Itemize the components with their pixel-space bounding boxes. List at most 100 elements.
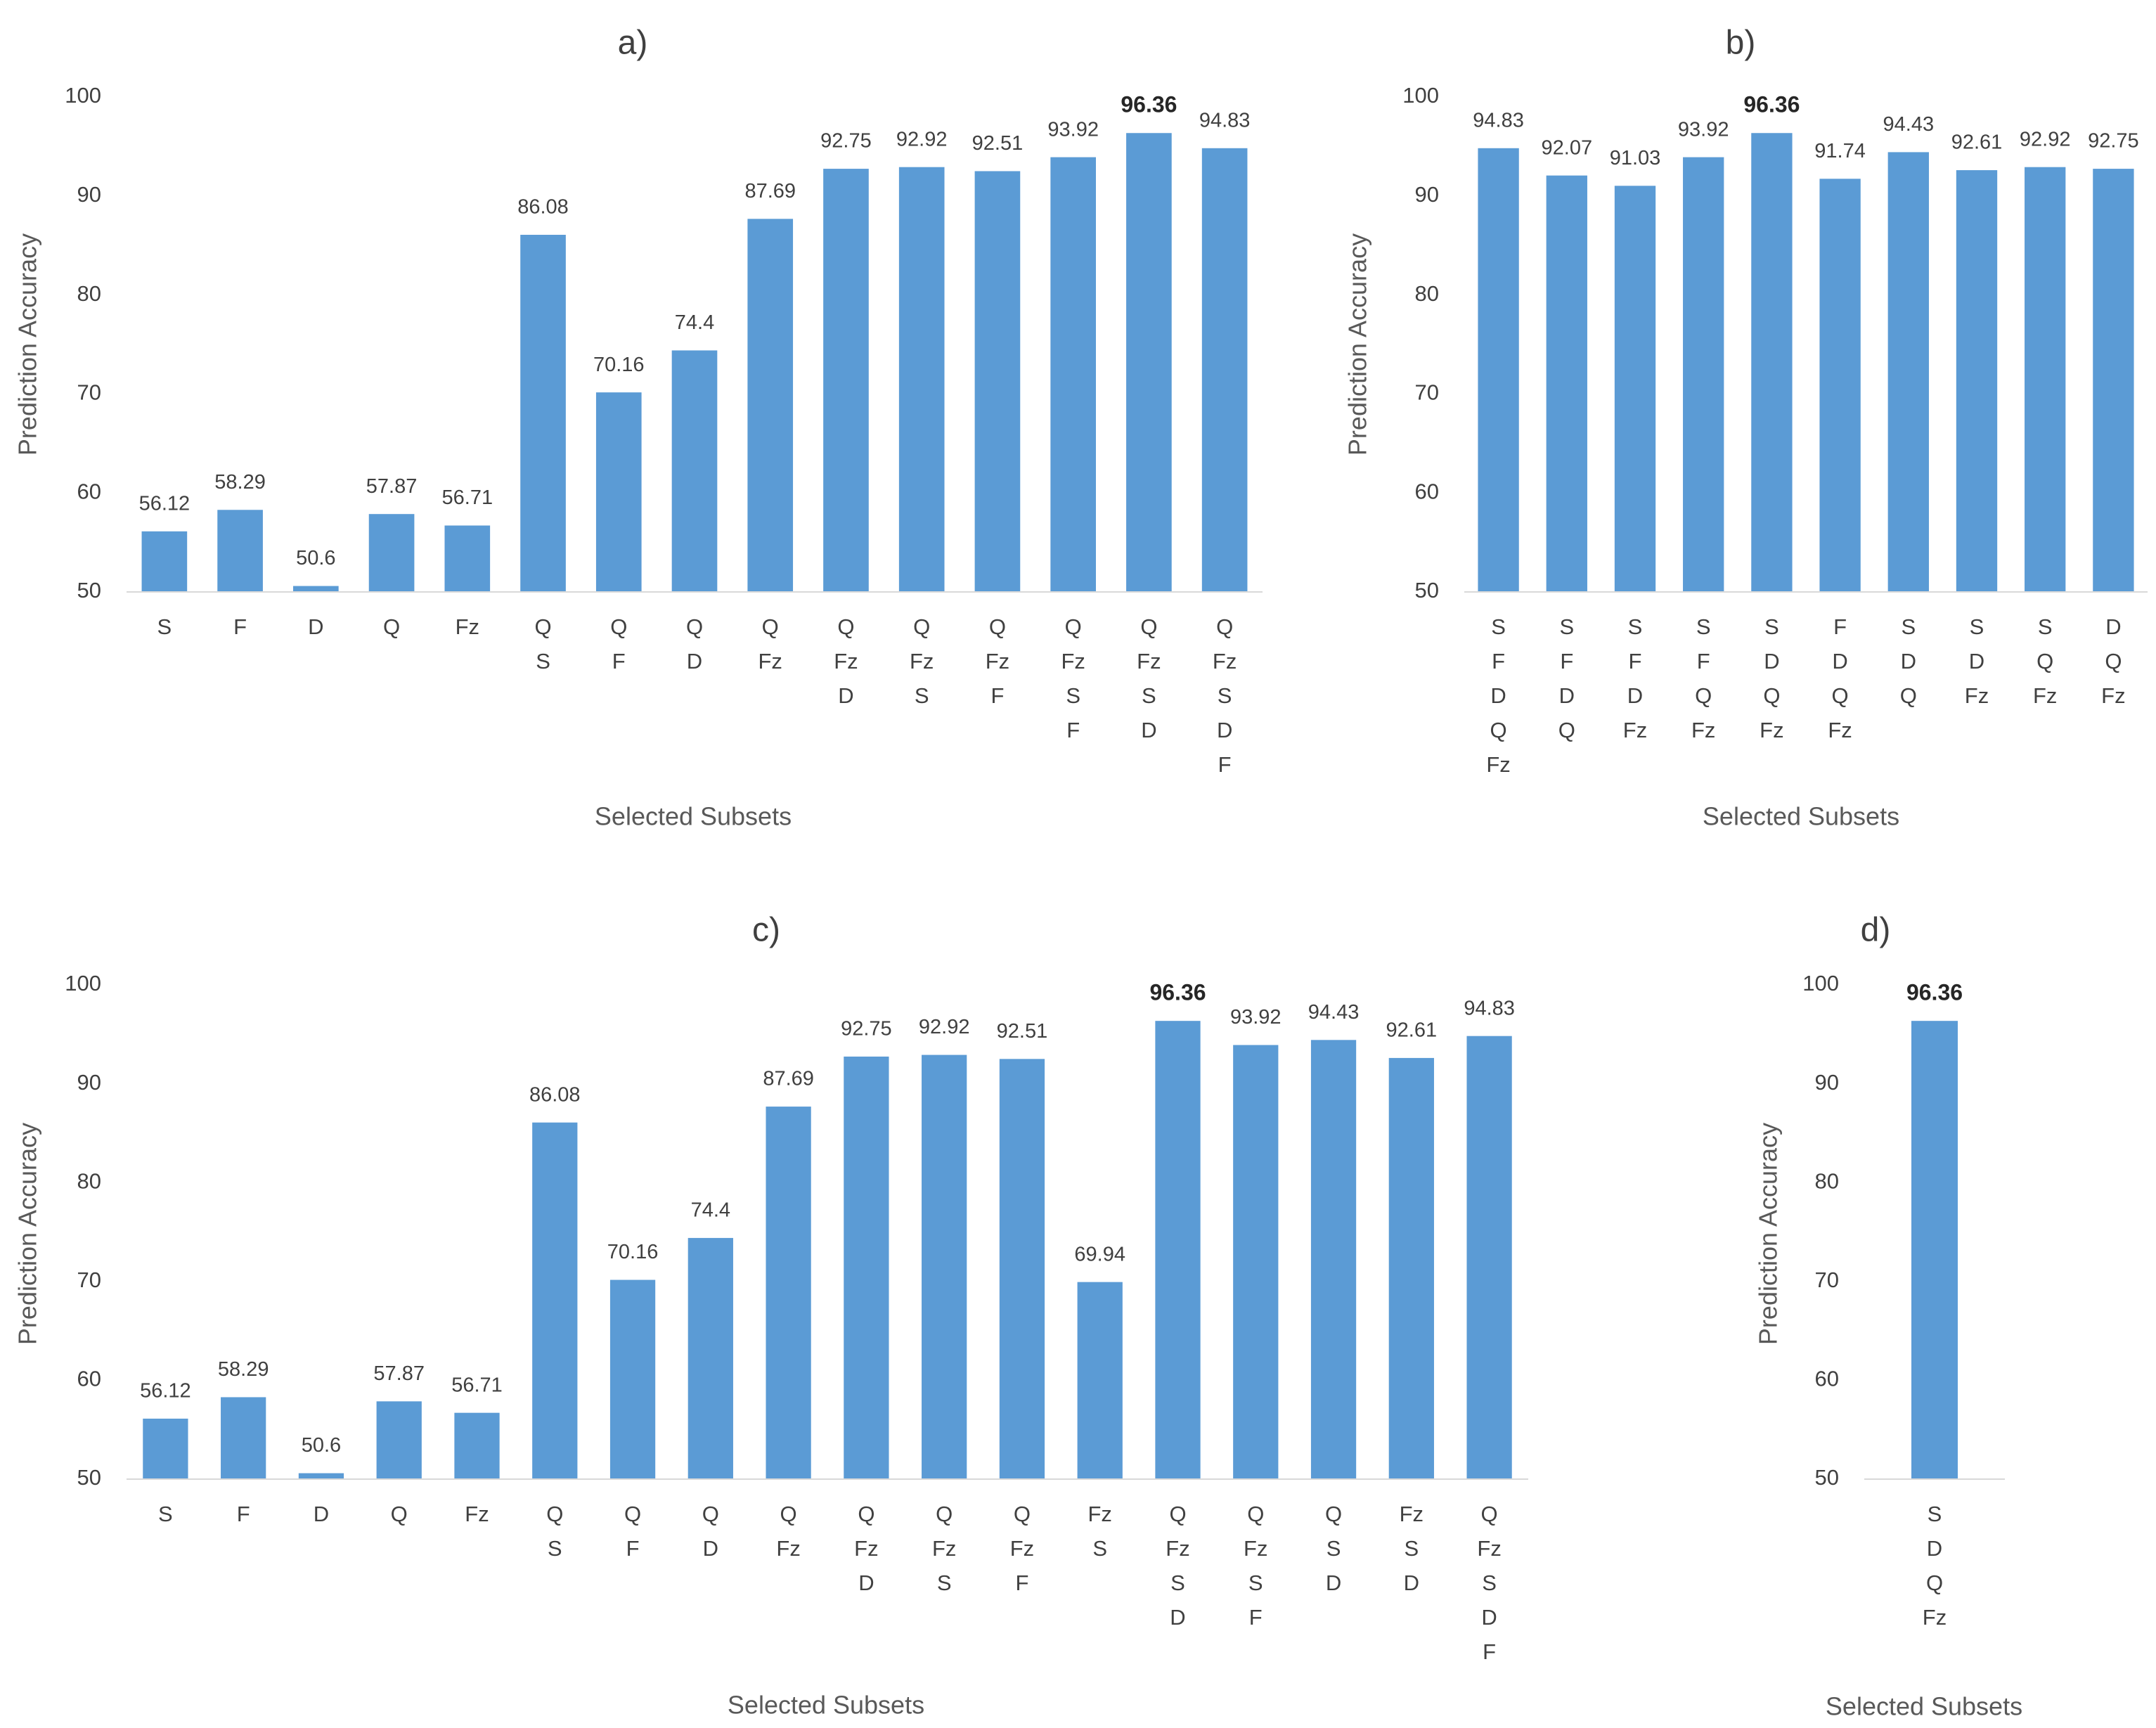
panel-c-category-label: S bbox=[1248, 1571, 1263, 1595]
panel-a-data-label: 70.16 bbox=[593, 354, 645, 376]
panel-a-data-label: 58.29 bbox=[214, 471, 266, 494]
panel-b-category-label: Q bbox=[1490, 718, 1507, 742]
panel-c-category-label: Q bbox=[1014, 1502, 1031, 1526]
panel-c-category-label: Fz bbox=[1400, 1502, 1424, 1526]
panel-a-y-axis-title: Prediction Accuracy bbox=[13, 233, 42, 456]
panel-a-category-label: F bbox=[233, 614, 247, 639]
panel-b-bar bbox=[1478, 148, 1519, 593]
panel-b-category-label: D bbox=[1490, 683, 1506, 708]
panel-a-data-label: 56.12 bbox=[139, 492, 191, 515]
panel-b-category-label: Fz bbox=[1760, 718, 1783, 742]
panel-c-bar bbox=[844, 1056, 889, 1479]
panel-a-category-label: Q bbox=[989, 614, 1006, 639]
panel-b-data-label: 92.75 bbox=[2088, 130, 2139, 153]
panel-b-category-label: D bbox=[1901, 649, 1916, 673]
panel-b-category-label: F bbox=[1629, 649, 1642, 673]
panel-c-bar bbox=[766, 1107, 811, 1479]
panel-a-category-label: Q bbox=[1065, 614, 1082, 639]
panel-c-category-label: Q bbox=[702, 1502, 719, 1526]
panel-a-bar bbox=[368, 514, 415, 592]
panel-b-category-label: F bbox=[1697, 649, 1710, 673]
panel-b-bar bbox=[1887, 152, 1929, 592]
panel-a-category-label: F bbox=[990, 683, 1004, 708]
panel-d-y-tick: 90 bbox=[1815, 1070, 1839, 1095]
panel-c-category-label: Fz bbox=[1088, 1502, 1112, 1526]
panel-c-category-label: Fz bbox=[932, 1536, 956, 1561]
panel-a-data-label: 86.08 bbox=[517, 196, 569, 219]
panel-a-category-label: Fz bbox=[986, 649, 1009, 673]
panel-c-data-label: 56.71 bbox=[451, 1374, 503, 1396]
panel-c-data-label: 57.87 bbox=[373, 1362, 425, 1385]
panel-a-y-tick: 100 bbox=[65, 83, 101, 108]
panel-c-bar bbox=[376, 1401, 422, 1479]
panel-a-category-label: Q bbox=[762, 614, 779, 639]
panel-b-data-label: 92.92 bbox=[2020, 128, 2071, 150]
panel-b-category-label: Q bbox=[1763, 683, 1780, 708]
panel-c-bar bbox=[1310, 1040, 1357, 1479]
panel-b-category-label: Fz bbox=[2033, 683, 2057, 708]
panel-b-data-label: 96.36 bbox=[1743, 92, 1800, 117]
panel-b-y-axis-title: Prediction Accuracy bbox=[1343, 233, 1372, 456]
panel-a-bar bbox=[595, 392, 642, 592]
panel-b-category-label: Q bbox=[1558, 718, 1575, 742]
panel-b-y-tick: 80 bbox=[1415, 281, 1439, 306]
panel-a-data-label: 92.92 bbox=[896, 128, 948, 150]
panel-c-category-label: D bbox=[858, 1571, 874, 1595]
panel-a-category-label: Fz bbox=[1061, 649, 1085, 673]
panel-a-category-label: S bbox=[915, 683, 929, 708]
panel-c-data-label: 50.6 bbox=[302, 1434, 341, 1457]
panel-a-y-tick: 70 bbox=[77, 380, 101, 405]
panel-a-data-label: 56.71 bbox=[442, 486, 493, 509]
panel-c-category-label: Q bbox=[546, 1502, 563, 1526]
panel-c-category-label: Q bbox=[1325, 1502, 1342, 1526]
panel-a-y-tick: 50 bbox=[77, 578, 101, 602]
panel-b-bar bbox=[2025, 167, 2066, 592]
panel-a-category-label: Q bbox=[913, 614, 930, 639]
panel-c-category-label: S bbox=[1404, 1536, 1419, 1561]
panel-c-category-label: D bbox=[314, 1502, 329, 1526]
panel-b-y-tick: 70 bbox=[1415, 380, 1439, 405]
panel-c-category-label: D bbox=[703, 1536, 718, 1561]
panel-c-category-label: Q bbox=[1481, 1502, 1498, 1526]
panel-b-category-label: S bbox=[1628, 614, 1643, 639]
panel-b-category-label: S bbox=[1764, 614, 1779, 639]
panel-c-category-label: S bbox=[1326, 1536, 1341, 1561]
panel-c-category-label: F bbox=[1483, 1639, 1496, 1664]
panel-a-data-label: 94.83 bbox=[1199, 109, 1251, 131]
panel-a-category-label: Fz bbox=[456, 614, 479, 639]
panel-a-category-label: Q bbox=[1140, 614, 1157, 639]
panel-b-category-label: Fz bbox=[2101, 683, 2125, 708]
panel-d-category-label: Fz bbox=[1923, 1605, 1947, 1630]
panel-c-bar bbox=[454, 1412, 500, 1479]
panel-a-data-label: 92.75 bbox=[820, 130, 872, 153]
panel-b-category-label: Fz bbox=[1828, 718, 1852, 742]
panel-d-category-label: Q bbox=[1926, 1571, 1943, 1595]
panel-c-category-label: S bbox=[1092, 1536, 1107, 1561]
panel-b-category-label: F bbox=[1833, 614, 1847, 639]
panel-a-bar bbox=[293, 586, 339, 592]
panel-b-category-label: Q bbox=[1695, 683, 1712, 708]
panel-a-data-label: 74.4 bbox=[675, 311, 714, 334]
panel-a-category-label: F bbox=[612, 649, 626, 673]
panel-a-category-label: S bbox=[1218, 683, 1232, 708]
panel-b-y-tick: 50 bbox=[1415, 578, 1439, 602]
panel-b-category-label: D bbox=[1764, 649, 1779, 673]
panel-d-y-tick: 50 bbox=[1815, 1465, 1839, 1490]
panel-c-data-label: 92.61 bbox=[1386, 1019, 1438, 1042]
panel-d-y-tick: 60 bbox=[1815, 1367, 1839, 1391]
panel-a-bar bbox=[444, 525, 491, 592]
panel-a-category-label: D bbox=[838, 683, 853, 708]
panel-c-category-label: F bbox=[626, 1536, 640, 1561]
panel-a-x-axis-title: Selected Subsets bbox=[595, 802, 792, 831]
panel-c-bar bbox=[999, 1059, 1045, 1479]
panel-c-x-axis-title: Selected Subsets bbox=[728, 1691, 924, 1720]
panel-c-y-axis-title: Prediction Accuracy bbox=[13, 1123, 42, 1345]
panel-d-y-tick: 100 bbox=[1802, 971, 1839, 995]
panel-b-category-label: Q bbox=[1900, 683, 1917, 708]
panel-c-y-tick: 90 bbox=[77, 1070, 101, 1095]
panel-a-bar bbox=[974, 171, 1021, 592]
panel-a-category-label: Fz bbox=[759, 649, 782, 673]
panel-a-bar bbox=[141, 531, 188, 592]
panel-c-category-label: S bbox=[548, 1536, 562, 1561]
panel-a-y-tick: 60 bbox=[77, 479, 101, 503]
